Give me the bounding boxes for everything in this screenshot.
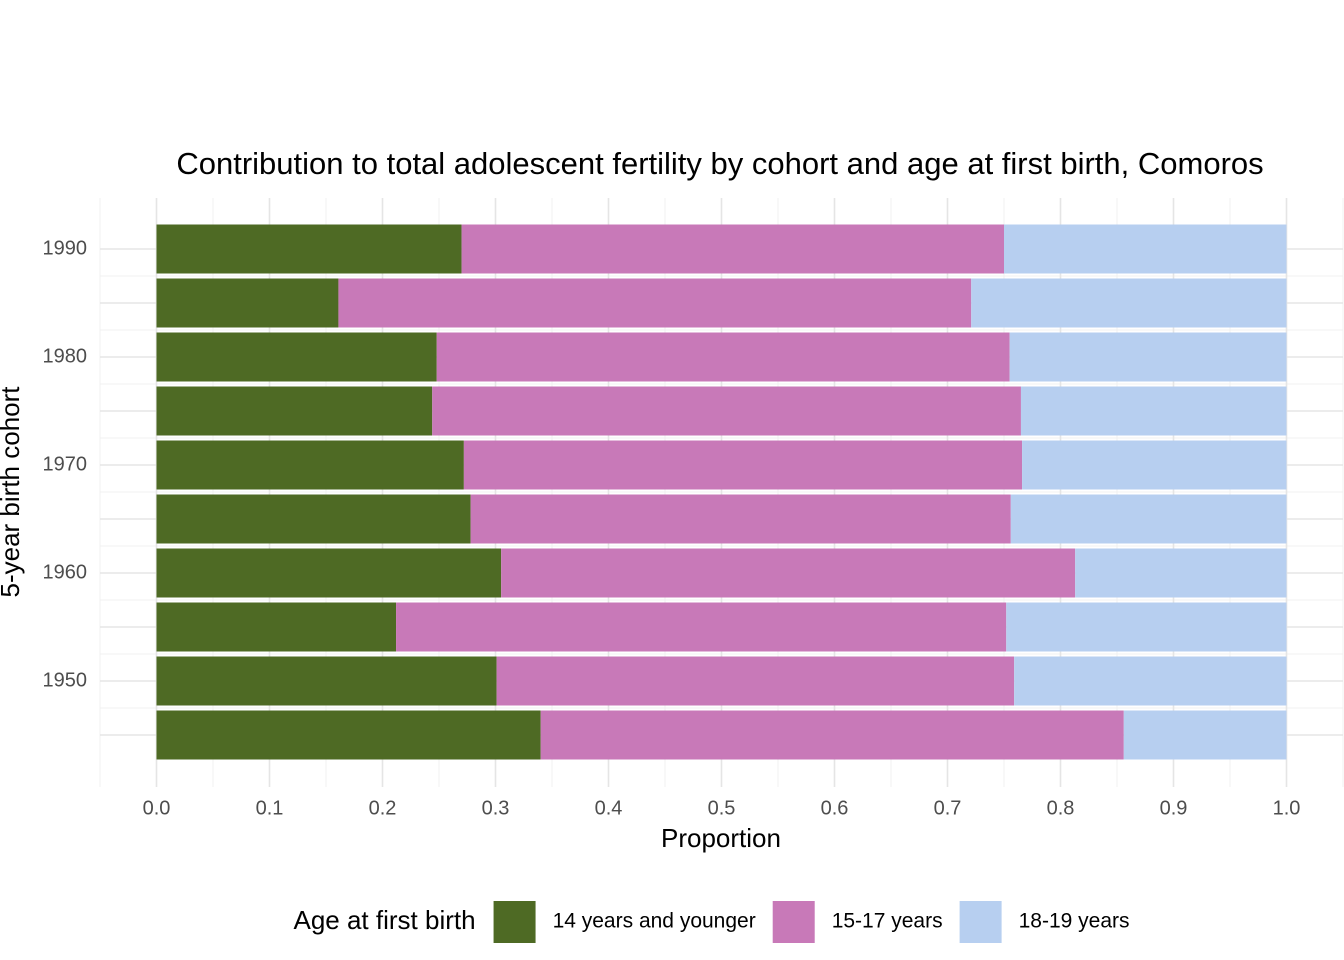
bar-segment <box>1004 224 1287 274</box>
bar-segment <box>1009 332 1287 382</box>
legend-key <box>493 901 536 943</box>
x-tick-label: 0.9 <box>1160 797 1188 819</box>
bar-segment <box>540 710 1124 760</box>
bar-segment <box>1010 494 1287 544</box>
legend-key <box>959 901 1002 943</box>
y-tick-label: 1970 <box>43 453 88 475</box>
x-tick-label: 0.4 <box>595 797 623 819</box>
legend-title: Age at first birth <box>293 905 475 935</box>
bar-segment <box>461 224 1005 274</box>
bar-segment <box>1014 656 1287 706</box>
bar-segment <box>156 494 471 544</box>
bar-segment <box>338 278 972 328</box>
bar-segment <box>971 278 1287 328</box>
bar-segment <box>156 440 464 490</box>
bar-segment <box>463 440 1023 490</box>
y-tick-label: 1990 <box>43 237 88 259</box>
bar-segment <box>1022 440 1287 490</box>
bar-segment <box>432 386 1021 436</box>
y-axis-title: 5-year birth cohort <box>0 386 25 598</box>
bar-segment <box>156 386 433 436</box>
bar-segment <box>156 278 339 328</box>
bar-segment <box>501 548 1076 598</box>
legend-label: 15-17 years <box>832 910 943 933</box>
x-tick-label: 0.7 <box>934 797 962 819</box>
bar-segment <box>470 494 1011 544</box>
bar-segment <box>396 602 1007 652</box>
x-tick-label: 0.0 <box>143 797 171 819</box>
y-tick-label: 1950 <box>43 669 88 691</box>
bar-segment <box>156 656 497 706</box>
x-tick-label: 0.3 <box>482 797 510 819</box>
bar-segment <box>156 602 397 652</box>
bar-segment <box>1020 386 1287 436</box>
x-tick-label: 1.0 <box>1273 797 1301 819</box>
chart-title: Contribution to total adolescent fertili… <box>176 146 1263 181</box>
y-tick-label: 1960 <box>43 561 88 583</box>
bar-segment <box>156 710 541 760</box>
bar-segment <box>1123 710 1287 760</box>
legend-label: 14 years and younger <box>553 910 756 933</box>
legend-label: 18-19 years <box>1019 910 1130 933</box>
bar-segment <box>156 224 462 274</box>
x-axis-title: Proportion <box>661 823 781 853</box>
bar-segment <box>436 332 1010 382</box>
bar-segment <box>156 332 437 382</box>
bar-segment <box>156 548 502 598</box>
x-tick-label: 0.1 <box>256 797 284 819</box>
bar-segment <box>496 656 1015 706</box>
legend-key <box>772 901 815 943</box>
y-tick-label: 1980 <box>43 345 88 367</box>
bar-segment <box>1006 602 1287 652</box>
x-tick-label: 0.2 <box>369 797 397 819</box>
x-tick-label: 0.8 <box>1047 797 1075 819</box>
x-tick-label: 0.6 <box>821 797 849 819</box>
x-tick-label: 0.5 <box>708 797 736 819</box>
bar-segment <box>1075 548 1287 598</box>
